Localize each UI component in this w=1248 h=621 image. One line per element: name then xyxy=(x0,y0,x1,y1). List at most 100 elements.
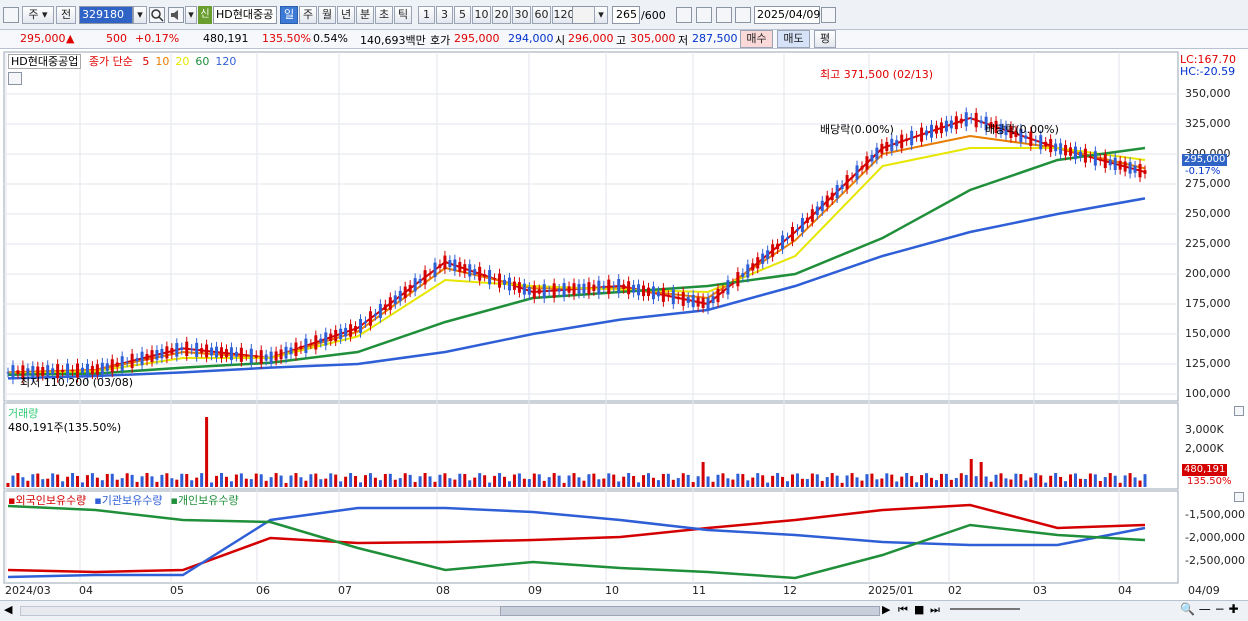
period-button-4[interactable]: 분 xyxy=(356,6,374,24)
interval-button-1[interactable]: 1 xyxy=(418,6,435,24)
quote-change: 500 xyxy=(106,32,127,45)
search-icon[interactable] xyxy=(149,7,165,23)
period-button-3[interactable]: 년 xyxy=(337,6,355,24)
volume-bar xyxy=(964,474,968,487)
volume-bar xyxy=(592,473,596,487)
candle xyxy=(771,244,775,257)
candle xyxy=(1093,151,1097,166)
volume-bar xyxy=(577,477,581,487)
volume-bar xyxy=(329,473,333,487)
code-dropdown-button[interactable]: ▾ xyxy=(133,6,147,24)
candle xyxy=(100,362,104,374)
candle xyxy=(895,140,899,147)
candle xyxy=(855,165,859,180)
scroll-thumb[interactable] xyxy=(500,606,880,616)
date-input[interactable]: 2025/04/09 xyxy=(754,6,820,24)
interval-button-30[interactable]: 30 xyxy=(512,6,531,24)
volume-bar xyxy=(1019,474,1023,487)
market-type-select[interactable]: 주 ▾ xyxy=(22,6,54,24)
volume-bar xyxy=(1014,473,1018,487)
stop-icon[interactable]: ■ xyxy=(914,603,925,616)
period-button-2[interactable]: 월 xyxy=(318,6,336,24)
candle xyxy=(984,116,988,131)
volume-bar xyxy=(771,475,775,487)
interval-dropdown-button[interactable]: ▾ xyxy=(594,6,608,24)
volume-bar xyxy=(890,474,894,487)
save-icon[interactable] xyxy=(716,7,732,23)
sell-button[interactable]: 매도 xyxy=(777,30,810,48)
candle xyxy=(954,116,958,130)
candle xyxy=(582,283,586,294)
chart-area[interactable] xyxy=(0,50,1248,621)
interval-button-3[interactable]: 3 xyxy=(436,6,453,24)
period-button-0[interactable]: 일 xyxy=(280,6,298,24)
candle xyxy=(900,134,904,149)
candle xyxy=(517,282,521,293)
volume-bar xyxy=(910,476,914,487)
stock-code-input[interactable]: 329180 xyxy=(79,6,133,24)
interval-button-20[interactable]: 20 xyxy=(492,6,511,24)
volume-bar xyxy=(294,473,298,487)
volume-bar xyxy=(36,473,40,487)
period-button-1[interactable]: 주 xyxy=(299,6,317,24)
volume-bar xyxy=(1138,480,1142,487)
scroll-right-icon[interactable]: ▶ xyxy=(882,603,891,616)
last-page-icon[interactable]: ⏭ xyxy=(930,603,940,616)
gear-icon[interactable] xyxy=(735,7,751,23)
zoom-controls-icon[interactable]: 🔍 — − ✚ xyxy=(1180,602,1239,616)
candle xyxy=(885,141,889,152)
eval-button[interactable]: 평 xyxy=(814,30,836,48)
window-menu-icon[interactable] xyxy=(3,7,19,23)
candle xyxy=(930,124,934,138)
volume-bar xyxy=(185,474,189,487)
prev-button[interactable]: 전 xyxy=(56,6,76,24)
candle xyxy=(279,349,283,360)
sound-icon[interactable] xyxy=(168,7,184,23)
holdings-panel-close-icon[interactable] xyxy=(1234,492,1244,502)
count-input[interactable]: 265 xyxy=(612,6,640,24)
volume-bar xyxy=(115,479,119,487)
calendar-icon[interactable] xyxy=(821,7,836,23)
volume-bar xyxy=(324,478,328,487)
candle xyxy=(845,175,849,190)
table-icon[interactable] xyxy=(8,72,22,85)
interval-button-10[interactable]: 10 xyxy=(472,6,491,24)
x-axis-label: 2025/01 xyxy=(868,584,914,597)
volume-panel-close-icon[interactable] xyxy=(1234,406,1244,416)
volume-bar xyxy=(1133,477,1137,487)
chart-type-icon[interactable] xyxy=(676,7,692,23)
volume-bar xyxy=(537,474,541,487)
period-button-5[interactable]: 초 xyxy=(375,6,393,24)
candle xyxy=(309,343,313,345)
volume-bar xyxy=(994,474,998,487)
volume-bar xyxy=(180,473,184,487)
volume-bar xyxy=(959,473,963,487)
first-page-icon[interactable]: ⏮ xyxy=(898,603,908,616)
interval-button-5[interactable]: 5 xyxy=(454,6,471,24)
x-axis-label: 07 xyxy=(338,584,352,597)
volume-bar xyxy=(368,473,372,487)
zoom-slider[interactable] xyxy=(950,608,1020,610)
candle xyxy=(920,127,924,142)
volume-bar xyxy=(800,478,804,487)
interval-button-60[interactable]: 60 xyxy=(532,6,551,24)
volume-bar xyxy=(870,473,874,487)
volume-bar xyxy=(835,475,839,487)
volume-bar xyxy=(363,475,367,487)
volume-bar xyxy=(686,474,690,487)
draw-tool-icon[interactable] xyxy=(696,7,712,23)
candle xyxy=(85,363,89,377)
volume-bar xyxy=(1078,478,1082,487)
candle xyxy=(557,288,561,292)
candle xyxy=(71,369,75,372)
volume-bar xyxy=(1039,475,1043,487)
volume-bar xyxy=(845,475,849,487)
buy-button[interactable]: 매수 xyxy=(740,30,773,48)
sound-dropdown-button[interactable]: ▾ xyxy=(185,6,197,24)
period-button-6[interactable]: 틱 xyxy=(394,6,412,24)
candle xyxy=(597,280,601,295)
candle xyxy=(1143,170,1147,174)
scroll-left-icon[interactable]: ◀ xyxy=(4,603,13,616)
volume-bar xyxy=(587,474,591,487)
volume-bar xyxy=(984,476,988,487)
